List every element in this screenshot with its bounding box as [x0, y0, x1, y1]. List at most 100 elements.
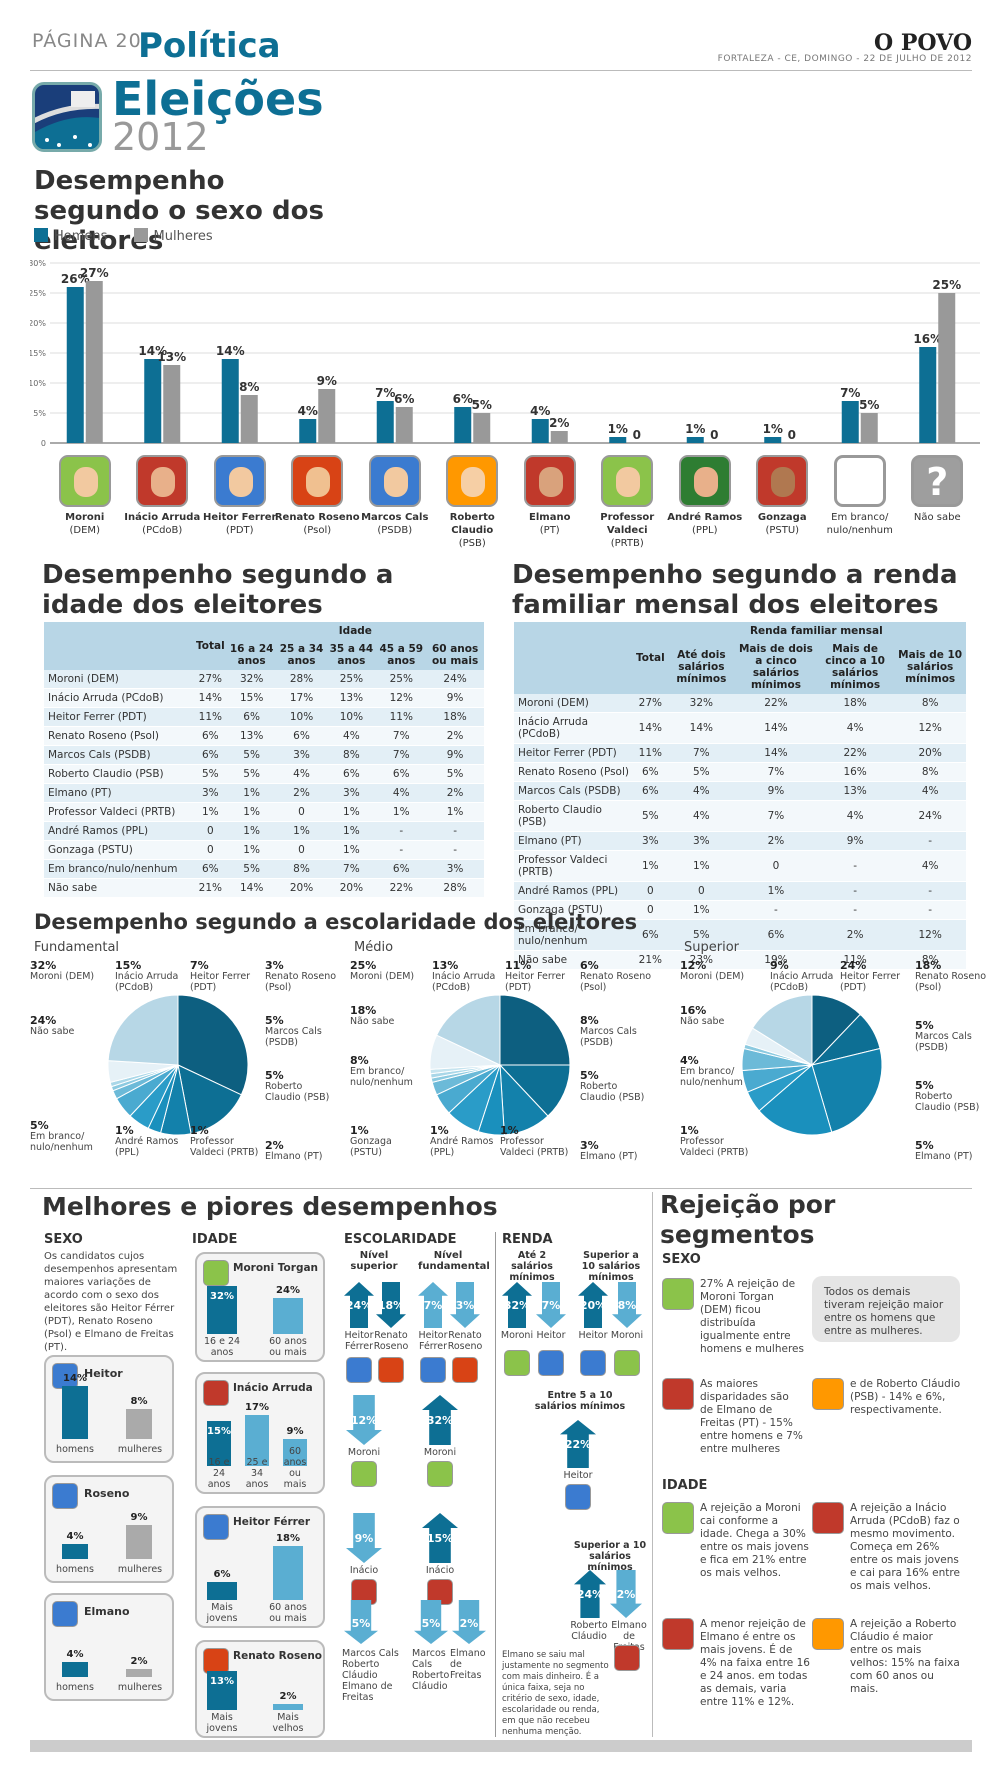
table-cell: 10%	[326, 707, 377, 727]
pie-label: 1% André Ramos (PPL)	[430, 1125, 505, 1158]
pie-label-text: Elmano (PT)	[265, 1151, 323, 1162]
table-cell: 3%	[276, 745, 327, 765]
candidate-name: Não sabe	[913, 512, 961, 523]
idade-heading: IDADE	[192, 1232, 238, 1247]
rej-text: A rejeição a Moroni cai conforme a idade…	[700, 1502, 809, 1579]
rej-text: A menor rejeição de Elmano é entre os ma…	[700, 1618, 810, 1708]
table-cell: 3%	[634, 831, 667, 851]
candidate-face-icon	[203, 1260, 229, 1286]
bar-value: 14%	[63, 1372, 87, 1384]
dateline: FORTALEZA - CE, DOMINGO - 22 DE JULHO DE…	[717, 54, 972, 64]
arrow-shape	[346, 1395, 382, 1445]
candidate-face-icon	[812, 1618, 844, 1650]
table-cell: Elmano (PT)	[514, 831, 634, 851]
face-skin	[693, 467, 718, 497]
pie-label-text: Moroni (DEM)	[30, 971, 95, 982]
table-cell: 1%	[426, 802, 484, 822]
table-cell: 5%	[226, 859, 277, 879]
candidate-face-icon	[446, 455, 499, 507]
down-arrow: 8%	[612, 1282, 642, 1328]
pie-label-value: 4%	[680, 1054, 699, 1067]
table-cell: 5%	[666, 919, 736, 951]
table-cell: 14%	[634, 712, 667, 744]
pie-label-text: Roberto Claudio (PSB)	[915, 1091, 980, 1113]
age-bar	[273, 1704, 303, 1710]
arrow-body	[536, 1282, 566, 1328]
pie-label-text: Gonzaga (PSTU)	[350, 1136, 392, 1158]
age-bar	[273, 1546, 303, 1600]
candidate-name: Roberto Claudio	[449, 512, 495, 536]
table-cell: Inácio Arruda (PCdoB)	[514, 712, 634, 744]
rej-text: A rejeição a Roberto Cláudio é maior ent…	[850, 1618, 960, 1695]
pie-label: 1% Professor Valdeci (PRTB)	[500, 1125, 575, 1158]
pie-chart	[429, 994, 571, 1136]
table-cell: 15%	[226, 688, 277, 708]
table-cell: 1%	[666, 850, 736, 882]
table-row: Gonzaga (PSTU) 0 1% 0 1% - -	[44, 840, 484, 860]
caption: Moroni	[610, 1330, 644, 1341]
bar-homens	[221, 359, 239, 443]
pie-label-text: Marcos Cals (PSDB)	[915, 1031, 972, 1053]
table-cell: 11%	[376, 707, 427, 727]
pie-label-text: Não sabe	[30, 1026, 75, 1037]
table-cell: 11%	[815, 950, 895, 970]
bar-value-label: 13%	[157, 350, 186, 364]
bar-value-label: 27%	[80, 266, 109, 280]
table-cell: Gonzaga (PSTU)	[514, 900, 634, 920]
table-cell: 1%	[226, 783, 277, 803]
table-cell: 19%	[736, 950, 816, 970]
down-arrow: 5%	[414, 1600, 448, 1644]
col-total: Total	[194, 622, 227, 670]
caption: Marcos Cals Roberto Cláudio Elmano de Fr…	[342, 1648, 399, 1703]
arrow-body	[376, 1282, 406, 1328]
card-name: Roseno	[84, 1487, 130, 1500]
pie-chart	[107, 994, 249, 1136]
arrow-body	[422, 1513, 458, 1563]
bar-homens	[62, 1543, 88, 1559]
bar-mulheres	[318, 389, 336, 443]
pie-label-text: Inácio Arruda (PCdoB)	[770, 971, 834, 993]
candidate-face-icon	[351, 1461, 377, 1487]
table-row: Marcos Cals (PSDB) 6% 5% 3% 8% 7% 9%	[44, 745, 484, 765]
candidate-3: Renato Roseno (Psol)	[272, 455, 362, 537]
table-cell: 7%	[736, 800, 816, 832]
pie-label-value: 18%	[915, 959, 942, 972]
arrow-shape	[344, 1600, 378, 1644]
banner-title: Eleições	[112, 72, 324, 126]
pie-label: 3% Renato Roseno (Psol)	[265, 960, 340, 993]
table-cell: 28%	[426, 878, 484, 898]
arrow-value: 7%	[423, 1299, 443, 1313]
card-name: Renato Roseno	[233, 1650, 323, 1662]
question-icon: ?	[911, 455, 964, 507]
bar-homens	[841, 401, 859, 443]
pie-label-value: 24%	[840, 959, 867, 972]
bar-value: 6%	[213, 1569, 231, 1580]
table-cell: Marcos Cals (PSDB)	[44, 745, 194, 765]
table-cell: -	[894, 900, 966, 920]
caption: Heitor	[536, 1330, 566, 1341]
table-row: Elmano (PT) 3% 1% 2% 3% 4% 2%	[44, 783, 484, 803]
table-cell: -	[815, 900, 895, 920]
arrow-body	[612, 1282, 642, 1328]
header-divider	[30, 70, 972, 71]
table-cell: 3%	[326, 783, 377, 803]
table-cell: 6%	[276, 726, 327, 746]
pie-slice	[751, 994, 813, 1066]
pie-label-value: 15%	[115, 959, 142, 972]
arrow-value: 2%	[459, 1616, 479, 1630]
card-name: Heitor	[84, 1367, 123, 1380]
candidate-face-icon	[504, 1350, 530, 1376]
table-row: Roberto Claudio (PSB) 5% 4% 7% 4% 24%	[514, 800, 966, 832]
legend-women: Mulheres	[153, 229, 213, 244]
bar-value-label: 4%	[298, 404, 318, 418]
table-cell: 9%	[426, 745, 484, 765]
bar-homens	[919, 347, 937, 443]
legend-swatch-women	[133, 228, 148, 242]
pie-label-value: 18%	[350, 1004, 377, 1017]
table-row: Roberto Claudio (PSB) 5% 5% 4% 6% 6% 5%	[44, 764, 484, 784]
idade-card: Heitor Férrer 6% Mais jovens 18% 60 anos ou …	[195, 1506, 325, 1628]
arrow-shape	[612, 1282, 642, 1328]
table-cell: 9%	[736, 781, 816, 801]
bar-value-label: 0	[633, 428, 641, 442]
pie-label-value: 16%	[680, 1004, 707, 1017]
